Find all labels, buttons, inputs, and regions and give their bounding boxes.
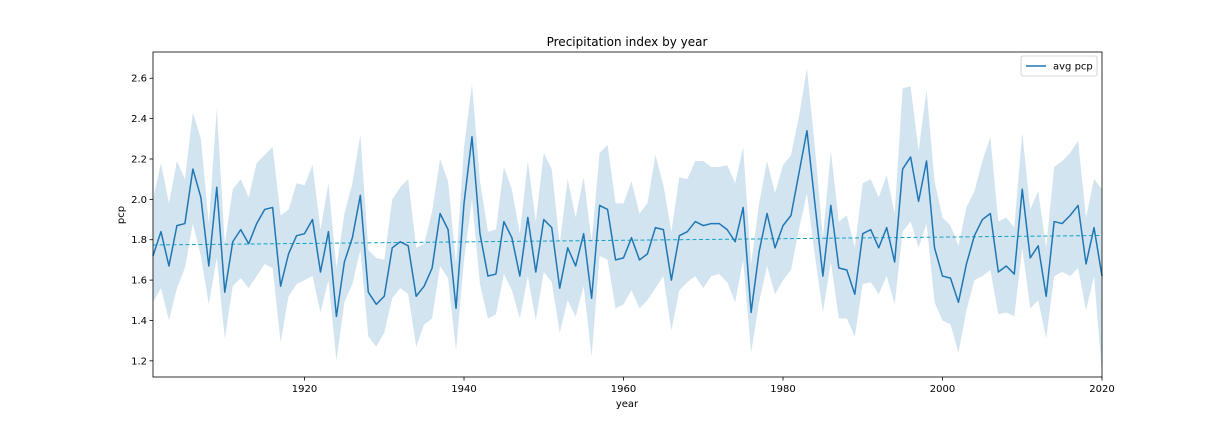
- x-tick-label: 2020: [1089, 384, 1114, 395]
- y-tick-label: 1.8: [131, 235, 147, 246]
- x-tick-label: 2000: [930, 384, 955, 395]
- x-tick-label: 1980: [770, 384, 795, 395]
- axes-frame: [152, 51, 1103, 378]
- y-axis-label: pcp: [116, 206, 127, 224]
- avg-pcp-line: [152, 129, 1103, 318]
- y-tick-label: 2.2: [131, 154, 147, 165]
- y-tick-label: 1.4: [131, 316, 147, 327]
- x-tick-label: 1940: [451, 384, 476, 395]
- confidence-band: [153, 68, 1102, 373]
- legend: avg pcp: [1020, 55, 1098, 77]
- y-axis-ticks: 1.2 1.4 1.6 1.8 2.0 2.2 2.4 2.6: [131, 74, 153, 367]
- y-tick-label: 2.0: [131, 195, 147, 206]
- y-tick-label: 2.4: [131, 114, 147, 125]
- trend-line: [152, 234, 1103, 246]
- x-tick-label: 1960: [611, 384, 636, 395]
- plot-area: [152, 51, 1103, 378]
- x-axis-label: year: [616, 399, 639, 410]
- legend-box: [1020, 55, 1098, 77]
- x-axis-ticks: 1920 1940 1960 1980 2000 2020: [292, 377, 1115, 395]
- y-tick-label: 1.2: [131, 356, 147, 367]
- y-tick-label: 1.6: [131, 276, 147, 287]
- y-tick-label: 2.6: [131, 74, 147, 85]
- x-tick-label: 1920: [292, 384, 317, 395]
- chart-title: Precipitation index by year: [547, 35, 708, 49]
- legend-label-avg-pcp: avg pcp: [1053, 62, 1093, 73]
